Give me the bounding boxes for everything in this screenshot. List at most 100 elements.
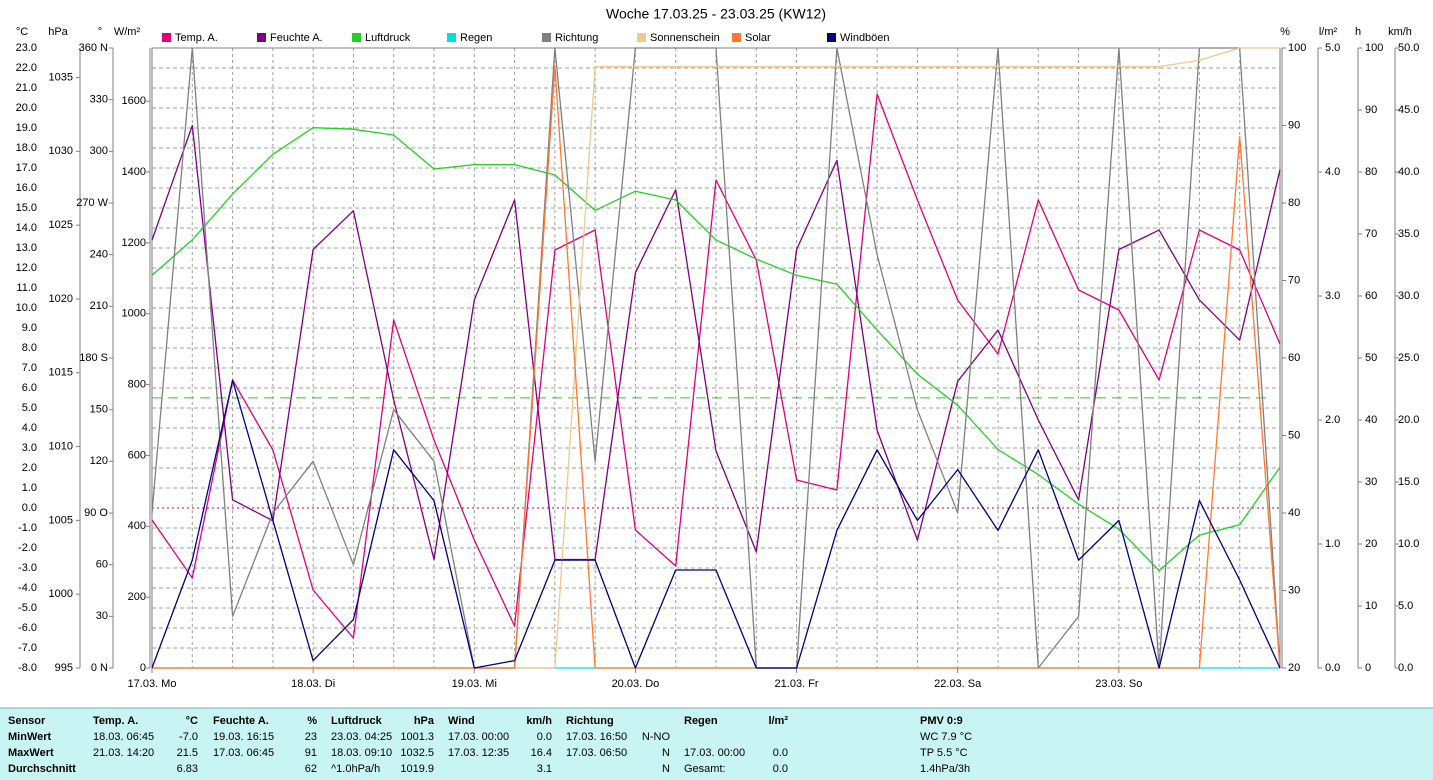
table-header: hPa <box>414 715 435 727</box>
y-tick-label: 1200 <box>122 237 146 249</box>
axis-unit: hPa <box>48 26 68 38</box>
y-tick-label: 4.0 <box>22 422 37 434</box>
y-tick-label: 200 <box>128 591 146 603</box>
table-cell: 91 <box>305 747 317 759</box>
table-header: km/h <box>526 715 552 727</box>
series-line <box>152 65 1281 669</box>
y-tick-label: 21.0 <box>16 82 37 94</box>
y-tick-label: 270 W <box>76 197 108 209</box>
y-tick-label: 2.0 <box>22 462 37 474</box>
y-tick-label: 0.0 <box>1398 662 1413 674</box>
series-line <box>151 127 1281 572</box>
table-cell: 19.03. 16:15 <box>213 731 274 743</box>
table-cell: -7.0 <box>179 731 198 743</box>
y-tick-label: 13.0 <box>16 242 37 254</box>
y-tick-label: -1.0 <box>18 522 37 534</box>
table-cell: 1.4hPa/3h <box>920 763 970 775</box>
y-tick-label: 0.0 <box>1325 662 1340 674</box>
y-tick-label: 1.0 <box>1325 538 1340 550</box>
legend-swatch <box>162 33 171 42</box>
y-tick-label: 5.0 <box>22 402 37 414</box>
series-line <box>151 47 1281 669</box>
y-tick-label: 40 <box>1365 414 1377 426</box>
y-tick-label: 30 <box>96 610 108 622</box>
x-tick-label: 19.03. Mi <box>452 678 497 690</box>
y-tick-label: 16.0 <box>16 182 37 194</box>
legend-label: Richtung <box>555 32 598 44</box>
y-tick-label: 0 <box>140 662 146 674</box>
table-cell: 17.03. 06:45 <box>213 747 274 759</box>
table-header: Regen <box>684 715 718 727</box>
y-tick-label: 60 <box>1288 352 1300 364</box>
legend-label: Solar <box>745 32 771 44</box>
x-tick-label: 21.03. Fr <box>775 678 819 690</box>
y-tick-label: 1015 <box>49 367 73 379</box>
y-tick-label: -2.0 <box>18 542 37 554</box>
table-header: Temp. A. <box>93 715 138 727</box>
axis-unit: % <box>1280 26 1290 38</box>
table-cell: 0.0 <box>773 747 788 759</box>
legend-label: Sonnenschein <box>650 32 720 44</box>
y-tick-label: 1.0 <box>22 482 37 494</box>
y-tick-label: 19.0 <box>16 122 37 134</box>
y-tick-label: 90 <box>1288 119 1300 131</box>
y-tick-label: 9.0 <box>22 322 37 334</box>
y-tick-label: -5.0 <box>18 602 37 614</box>
y-tick-label: 15.0 <box>16 202 37 214</box>
series-line <box>151 379 1281 669</box>
table-cell: Durchschnitt <box>8 763 76 775</box>
y-tick-label: 1030 <box>49 145 73 157</box>
y-tick-label: -6.0 <box>18 622 37 634</box>
y-tick-label: 1010 <box>49 440 73 452</box>
legend-label: Regen <box>460 32 492 44</box>
chart-title: Woche 17.03.25 - 23.03.25 (KW12) <box>606 6 826 22</box>
table-header: °C <box>186 715 198 727</box>
y-tick-label: 1600 <box>122 95 146 107</box>
axis-unit: ° <box>98 26 102 38</box>
table-cell: 0.0 <box>537 731 552 743</box>
y-tick-label: 50 <box>1288 429 1300 441</box>
table-cell: 18.03. 09:10 <box>331 747 392 759</box>
legend-label: Feuchte A. <box>270 32 323 44</box>
y-tick-label: 10 <box>1365 600 1377 612</box>
y-tick-label: 40 <box>1288 507 1300 519</box>
table-cell: ^1.0hPa/h <box>331 763 380 775</box>
table-header: Feuchte A. <box>213 715 269 727</box>
legend-swatch <box>732 33 741 42</box>
y-tick-label: 3.0 <box>1325 290 1340 302</box>
table-cell: 17.03. 00:00 <box>448 731 509 743</box>
table-cell: 6.83 <box>177 763 198 775</box>
y-tick-label: 4.0 <box>1325 166 1340 178</box>
y-tick-label: 14.0 <box>16 222 37 234</box>
table-cell: MaxWert <box>8 747 54 759</box>
y-tick-label: 120 <box>90 455 108 467</box>
y-tick-label: 8.0 <box>22 342 37 354</box>
y-tick-label: 1035 <box>49 71 73 83</box>
y-tick-label: 11.0 <box>16 282 37 294</box>
axis-unit: km/h <box>1388 26 1412 38</box>
y-tick-label: 7.0 <box>22 362 37 374</box>
table-header: PMV 0:9 <box>920 715 963 727</box>
table-cell: 1032.5 <box>400 747 434 759</box>
table-cell: 3.1 <box>537 763 552 775</box>
y-tick-label: 100 <box>1288 42 1306 54</box>
y-tick-label: 50 <box>1365 352 1377 364</box>
y-tick-label: 600 <box>128 449 146 461</box>
axis-unit: W/m² <box>114 26 141 38</box>
table-cell: 18.03. 06:45 <box>93 731 154 743</box>
table-header: l/m² <box>768 715 788 727</box>
y-tick-label: 360 N <box>79 42 108 54</box>
y-tick-label: 0 <box>1365 662 1371 674</box>
y-tick-label: 35.0 <box>1398 228 1419 240</box>
y-tick-label: 1005 <box>49 514 73 526</box>
y-tick-label: 1020 <box>49 293 73 305</box>
y-tick-label: 100 <box>1365 42 1383 54</box>
table-cell: 0.0 <box>773 763 788 775</box>
legend-swatch <box>447 33 456 42</box>
series-line <box>151 93 1281 639</box>
table-cell: Gesamt: <box>684 763 726 775</box>
y-tick-label: 40.0 <box>1398 166 1419 178</box>
table-cell: 16.4 <box>531 747 552 759</box>
y-tick-label: 12.0 <box>16 262 37 274</box>
